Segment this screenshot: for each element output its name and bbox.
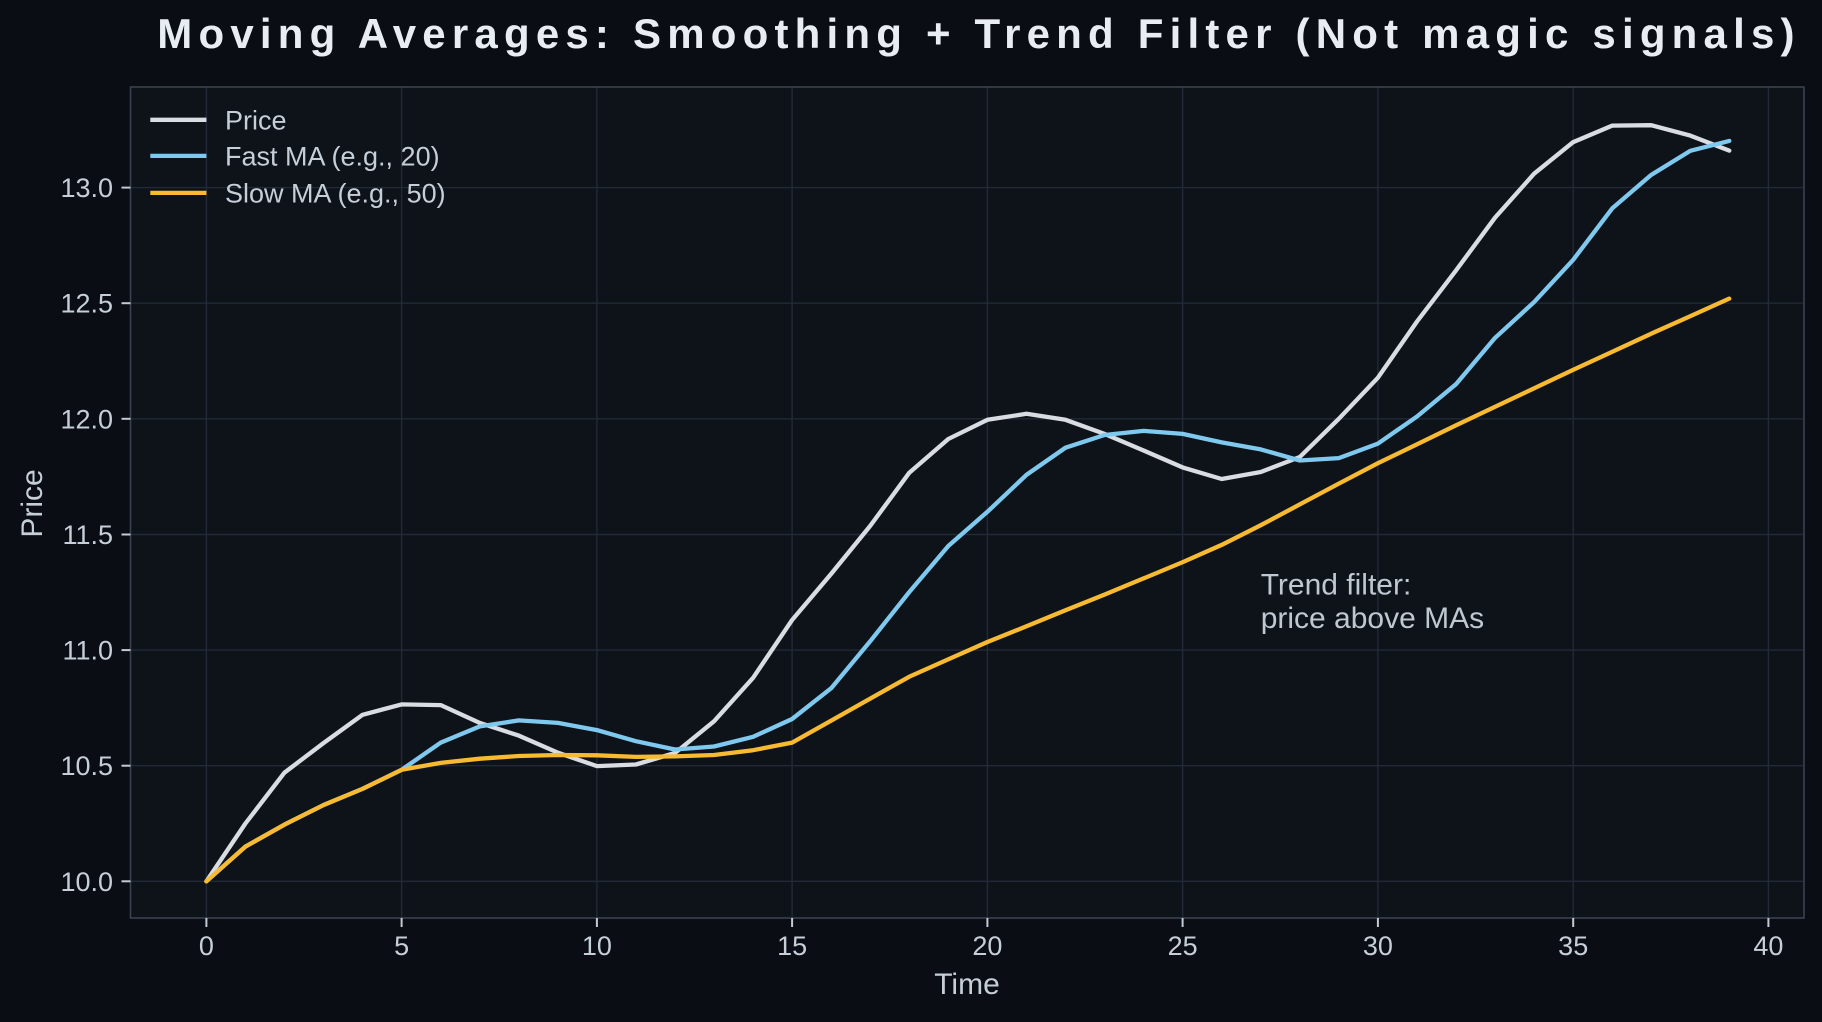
svg-text:15: 15 (777, 931, 807, 961)
svg-text:Fast MA (e.g., 20): Fast MA (e.g., 20) (225, 141, 440, 171)
svg-text:5: 5 (394, 931, 409, 961)
svg-text:Moving Averages: Smoothing + T: Moving Averages: Smoothing + Trend Filte… (157, 10, 1800, 57)
svg-text:10.5: 10.5 (60, 751, 113, 781)
svg-text:Price: Price (225, 105, 287, 135)
svg-text:11.5: 11.5 (62, 520, 113, 550)
svg-text:10.0: 10.0 (60, 867, 113, 897)
svg-text:10: 10 (582, 931, 612, 961)
svg-text:price above MAs: price above MAs (1261, 602, 1484, 635)
svg-text:Trend filter:: Trend filter: (1261, 568, 1412, 601)
svg-text:Price: Price (16, 469, 49, 537)
svg-text:12.5: 12.5 (60, 289, 113, 319)
svg-text:11.0: 11.0 (62, 636, 113, 666)
svg-text:30: 30 (1363, 931, 1393, 961)
svg-text:Time: Time (934, 968, 1000, 1001)
svg-text:12.0: 12.0 (60, 404, 113, 434)
svg-text:13.0: 13.0 (60, 173, 113, 203)
svg-text:25: 25 (1168, 931, 1198, 961)
svg-text:40: 40 (1753, 931, 1783, 961)
svg-text:35: 35 (1558, 931, 1588, 961)
svg-text:0: 0 (199, 931, 214, 961)
svg-text:Slow MA (e.g., 50): Slow MA (e.g., 50) (225, 178, 446, 208)
svg-text:20: 20 (972, 931, 1002, 961)
